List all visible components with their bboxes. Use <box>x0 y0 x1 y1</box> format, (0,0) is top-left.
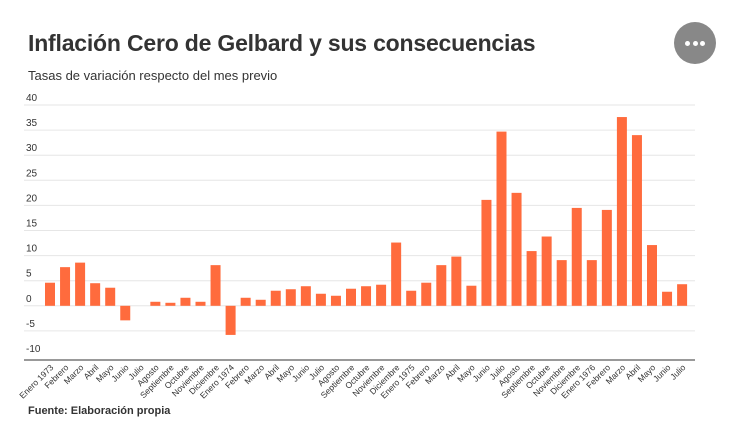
bar[interactable] <box>496 131 507 306</box>
y-tick-label: 30 <box>26 143 38 154</box>
y-tick-label: 35 <box>26 118 38 129</box>
x-axis-ticks: Enero 1973FebreroMarzoAbrilMayoJunioJuli… <box>17 362 687 400</box>
bar[interactable] <box>511 192 522 306</box>
x-tick-label: Julio <box>668 362 688 382</box>
bar[interactable] <box>210 265 221 306</box>
bar[interactable] <box>571 207 582 306</box>
bar[interactable] <box>75 262 86 306</box>
bar[interactable] <box>60 267 71 306</box>
bar[interactable] <box>481 199 492 306</box>
bar[interactable] <box>361 286 372 306</box>
bar[interactable] <box>406 290 417 306</box>
bar[interactable] <box>647 245 657 306</box>
bar[interactable] <box>120 305 131 321</box>
bar[interactable] <box>556 260 567 306</box>
bar[interactable] <box>586 260 597 306</box>
bar[interactable] <box>195 301 206 306</box>
chart-menu-button[interactable] <box>674 22 716 64</box>
y-tick-label: 0 <box>26 294 32 305</box>
bar[interactable] <box>526 251 537 306</box>
bar[interactable] <box>165 302 176 306</box>
gridlines <box>24 104 695 332</box>
bar[interactable] <box>330 295 341 306</box>
bar[interactable] <box>45 282 55 306</box>
y-tick-label: 40 <box>26 93 38 104</box>
ellipsis-icon <box>684 40 707 46</box>
bar[interactable] <box>677 284 688 306</box>
bars <box>45 117 688 335</box>
bar[interactable] <box>240 297 251 306</box>
bar[interactable] <box>391 242 402 306</box>
bar[interactable] <box>225 305 236 335</box>
chart-source: Fuente: Elaboración propia <box>28 405 171 417</box>
bar[interactable] <box>285 289 296 306</box>
bar[interactable] <box>150 301 161 306</box>
bar[interactable] <box>376 284 387 306</box>
bar[interactable] <box>541 236 552 306</box>
bar[interactable] <box>466 285 477 306</box>
chart-title: Inflación Cero de Gelbard y sus consecue… <box>28 30 536 56</box>
bar[interactable] <box>631 135 642 306</box>
y-tick-label: 5 <box>26 269 32 280</box>
bar[interactable] <box>105 287 116 306</box>
bar[interactable] <box>601 209 612 306</box>
y-axis-ticks: -10 -5 0 5 10 15 20 25 30 35 40 <box>26 93 41 355</box>
bar[interactable] <box>255 299 266 306</box>
y-tick-label: 10 <box>26 244 38 255</box>
chart-subtitle: Tasas de variación respecto del mes prev… <box>28 68 278 83</box>
y-tick-label: -10 <box>26 344 41 355</box>
y-tick-label: -5 <box>26 319 35 330</box>
y-tick-label: 15 <box>26 219 38 230</box>
bar[interactable] <box>270 290 281 306</box>
bar[interactable] <box>346 288 356 306</box>
bar[interactable] <box>616 117 627 306</box>
bar[interactable] <box>436 265 447 306</box>
bar[interactable] <box>180 297 191 306</box>
y-tick-label: 25 <box>26 168 38 179</box>
bar[interactable] <box>315 293 326 306</box>
bar[interactable] <box>90 283 101 306</box>
bar[interactable] <box>421 282 432 306</box>
y-tick-label: 20 <box>26 193 38 204</box>
bar[interactable] <box>300 286 311 306</box>
bar[interactable] <box>662 291 673 306</box>
bar[interactable] <box>451 256 462 306</box>
